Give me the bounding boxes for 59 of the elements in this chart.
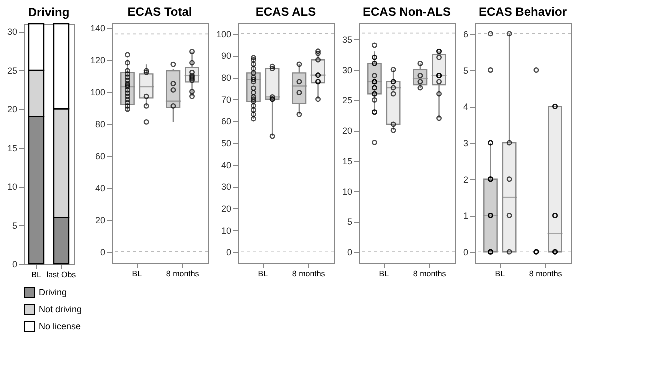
x-tick-label: BL bbox=[379, 270, 390, 278]
chart-title: ECAS Non-ALS bbox=[363, 5, 451, 19]
y-tick-label: 60 bbox=[221, 116, 232, 127]
y-tick-label: 10 bbox=[342, 186, 352, 197]
y-tick-label: 10 bbox=[221, 226, 232, 236]
y-tick-label: 40 bbox=[95, 183, 106, 194]
y-tick-label: 4 bbox=[463, 102, 468, 112]
y-tick-label: 20 bbox=[342, 126, 352, 136]
legend-label: Driving bbox=[39, 288, 68, 298]
y-tick-label: 20 bbox=[221, 204, 232, 214]
x-tick-label: BL bbox=[32, 270, 42, 280]
y-tick-label: 20 bbox=[7, 104, 18, 115]
y-tick-label: 0 bbox=[226, 248, 232, 258]
y-tick-label: 70 bbox=[221, 94, 232, 105]
legend-label: Not driving bbox=[39, 304, 82, 314]
y-tick-label: 5 bbox=[12, 220, 18, 231]
x-tick-label: 8 months bbox=[292, 270, 326, 278]
y-tick-label: 15 bbox=[7, 143, 18, 154]
chart-title: Driving bbox=[28, 5, 70, 20]
y-tick-label: 80 bbox=[221, 73, 232, 84]
y-tick-label: 25 bbox=[342, 96, 352, 106]
chart-title: ECAS Behavior bbox=[478, 5, 568, 19]
x-tick-label: 8 months bbox=[166, 270, 200, 278]
y-tick-label: 5 bbox=[463, 66, 468, 76]
y-tick-label: 3 bbox=[463, 138, 468, 148]
x-tick-label: last Obs bbox=[46, 270, 76, 280]
x-tick-label: BL bbox=[258, 270, 269, 278]
x-tick-label: BL bbox=[132, 270, 143, 278]
x-tick-label: BL bbox=[495, 270, 506, 278]
y-tick-label: 20 bbox=[95, 215, 106, 226]
y-tick-label: 90 bbox=[221, 51, 232, 62]
y-tick-label: 25 bbox=[7, 66, 18, 76]
y-tick-label: 30 bbox=[221, 182, 232, 192]
y-tick-label: 10 bbox=[7, 182, 18, 192]
y-tick-label: 0 bbox=[100, 247, 106, 258]
y-tick-label: 100 bbox=[216, 29, 232, 40]
y-tick-label: 120 bbox=[90, 55, 106, 66]
x-tick-label: 8 months bbox=[529, 270, 562, 278]
chart-title: ECAS Total bbox=[128, 5, 192, 19]
y-tick-label: 100 bbox=[90, 87, 106, 98]
y-tick-label: 5 bbox=[347, 217, 352, 228]
y-tick-label: 15 bbox=[342, 156, 352, 166]
y-tick-label: 40 bbox=[221, 160, 232, 170]
chart-title: ECAS ALS bbox=[256, 5, 316, 19]
y-tick-label: 0 bbox=[463, 248, 468, 258]
y-tick-label: 35 bbox=[342, 34, 352, 45]
y-tick-label: 0 bbox=[347, 248, 352, 258]
y-tick-label: 30 bbox=[342, 65, 352, 76]
y-tick-label: 0 bbox=[12, 260, 18, 270]
y-tick-label: 140 bbox=[90, 23, 106, 34]
y-tick-label: 6 bbox=[463, 29, 468, 40]
y-tick-label: 80 bbox=[95, 119, 106, 130]
y-tick-label: 60 bbox=[95, 151, 106, 162]
legend-label: No license bbox=[39, 322, 82, 332]
y-tick-label: 30 bbox=[7, 27, 18, 38]
y-tick-label: 1 bbox=[463, 211, 468, 222]
y-tick-label: 50 bbox=[221, 138, 232, 148]
x-tick-label: 8 months bbox=[413, 270, 446, 278]
y-tick-label: 2 bbox=[463, 174, 468, 185]
